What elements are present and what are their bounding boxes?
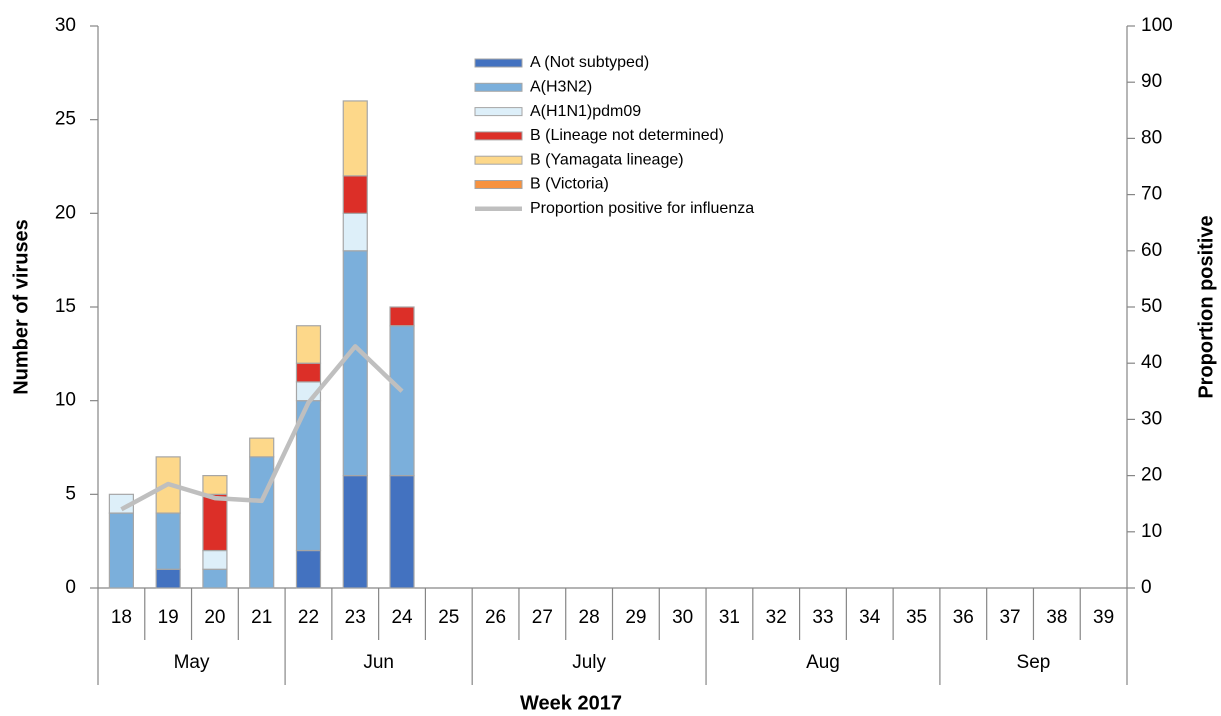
legend-label: Proportion positive for influenza [530,200,754,217]
y2-tick-label: 100 [1141,15,1173,36]
bar-segment [342,475,368,589]
y2-tick-label: 80 [1141,127,1162,148]
x-tick-label: 34 [859,607,881,628]
legend-label: A (Not subtyped) [530,54,649,71]
x-tick-label: 35 [906,607,927,628]
bar-segment [295,400,322,552]
x-tick-label: 24 [391,607,413,628]
x-tick-label: 29 [625,607,646,628]
x-axis-title: Week 2017 [520,692,622,714]
bar-segment [202,549,228,570]
legend-label: B (Yamagata lineage) [530,151,684,168]
y2-tick-label: 20 [1141,465,1162,486]
bar-segment [295,325,322,364]
y-tick-label: 15 [55,296,76,317]
x-tick-label: 28 [579,607,600,628]
bar-segment [389,475,415,589]
x-tick-label: 18 [111,607,132,628]
y-axis-title: Number of viruses [10,219,32,395]
x-tick-label: 25 [438,607,459,628]
x-tick-label: 32 [766,607,787,628]
legend-swatch [474,107,523,117]
x-tick-label: 21 [251,607,272,628]
x-tick-label: 30 [672,607,693,628]
bar-segment [202,475,228,495]
bar-segment [155,512,181,570]
x-tick-label: 38 [1046,607,1067,628]
legend-label: B (Victoria) [530,176,609,193]
x-tick-label: 26 [485,607,506,628]
x-tick-label: 37 [999,607,1020,628]
y2-tick-label: 10 [1141,521,1162,542]
line [120,344,404,512]
bar-segment [249,456,275,589]
y2-axis-title: Proportion positive [1195,215,1217,398]
bar-segment [389,306,415,327]
bar-segment [342,175,368,214]
y2-tick-label: 0 [1141,577,1152,598]
x-tick-label: 36 [953,607,974,628]
legend-swatch [474,131,523,141]
x-tick-label: 19 [158,607,179,628]
y-tick-label: 5 [65,483,76,504]
y-tick-label: 30 [55,15,76,36]
legend-swatch [474,58,523,68]
month-label: July [572,652,606,673]
bar-segment [295,362,322,383]
y-tick-label: 10 [55,390,76,411]
x-tick-label: 22 [298,607,319,628]
bar-segment [202,568,228,589]
legend-swatch [474,180,523,189]
y2-tick-label: 40 [1141,352,1162,373]
y-tick-label: 20 [55,202,76,223]
x-tick-label: 33 [812,607,833,628]
x-tick-label: 27 [532,607,553,628]
month-label: Jun [363,652,394,673]
bar-segment [295,549,322,589]
y-tick-label: 25 [55,109,76,130]
month-label: Aug [806,652,840,673]
bar-segment [389,325,415,477]
legend-label: A(H1N1)pdm09 [530,103,641,120]
bar-segment [342,212,368,252]
bar-segment [342,100,368,177]
legend-label: A(H3N2) [530,79,592,96]
y2-tick-label: 50 [1141,296,1162,317]
x-tick-label: 23 [345,607,366,628]
bar-segment [342,250,368,477]
y2-tick-label: 30 [1141,408,1162,429]
bar-segment [202,493,228,552]
x-tick-label: 31 [719,607,740,628]
bar-segment [155,568,181,589]
x-tick-label: 20 [204,607,225,628]
legend-swatch [474,82,523,92]
y2-tick-label: 90 [1141,71,1162,92]
y2-tick-label: 70 [1141,184,1162,205]
x-tick-label: 39 [1093,607,1114,628]
legend-label: B (Lineage not determined) [530,127,724,144]
legend-swatch [474,155,523,165]
y2-tick-label: 60 [1141,240,1162,261]
bar-segment [108,512,134,589]
month-label: Sep [1017,652,1051,673]
month-label: May [174,652,210,673]
y-tick-label: 0 [65,577,76,598]
bar-segment [249,437,275,458]
